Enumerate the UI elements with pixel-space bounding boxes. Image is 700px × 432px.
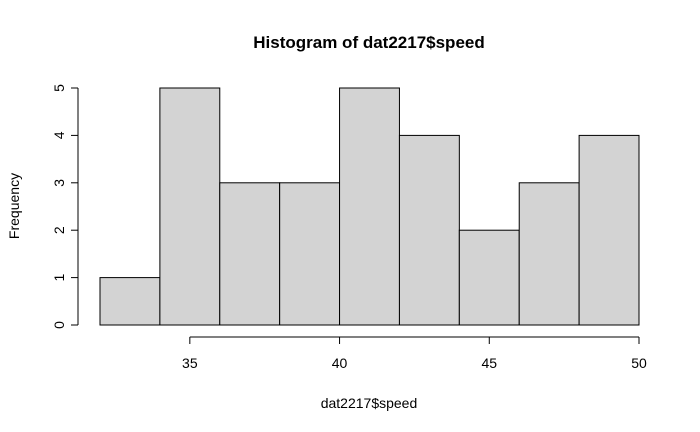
x-axis-label: dat2217$speed [321, 395, 418, 411]
histogram-bar-2 [219, 182, 281, 326]
histogram-bar-8 [578, 134, 640, 326]
y-tick-label-3: 3 [51, 179, 67, 187]
y-tick-label-1: 1 [51, 273, 67, 281]
y-axis: 0 1 2 3 4 5 [51, 84, 79, 329]
bars-group [99, 87, 640, 326]
y-tick-label-4: 4 [51, 131, 67, 139]
x-tick-label-3: 50 [631, 355, 647, 371]
histogram-bar-5 [398, 134, 460, 326]
histogram-bar-3 [279, 182, 341, 326]
histogram-bar-1 [159, 87, 221, 326]
y-tick-label-5: 5 [51, 84, 67, 92]
histogram-bar-0 [99, 277, 161, 326]
x-tick-label-2: 45 [481, 355, 497, 371]
y-tick-label-2: 2 [51, 226, 67, 234]
y-axis-label: Frequency [6, 173, 22, 239]
x-tick-label-0: 35 [182, 355, 198, 371]
histogram-bar-7 [518, 182, 580, 326]
y-tick-label-0: 0 [51, 321, 67, 329]
x-axis: 35 40 45 50 [182, 336, 647, 371]
histogram-bar-4 [339, 87, 400, 326]
histogram-bar-6 [458, 229, 520, 326]
x-tick-label-1: 40 [332, 355, 348, 371]
chart-title: Histogram of dat2217$speed [253, 33, 484, 52]
